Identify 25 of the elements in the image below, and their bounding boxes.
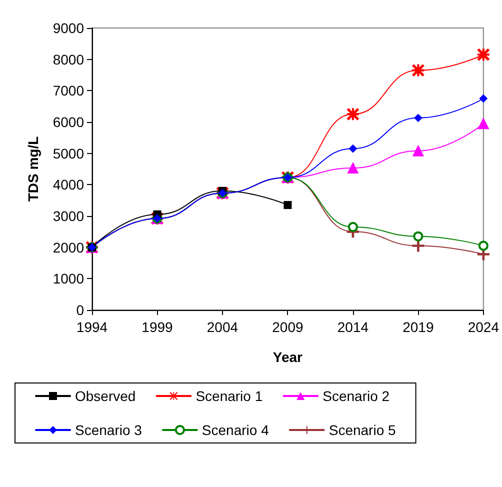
x-axis-title: Year (272, 349, 304, 365)
x-tick-label: 2019 (402, 319, 434, 335)
y-tick-label: 2000 (52, 239, 84, 256)
y-tick-label: 7000 (52, 82, 84, 99)
y-axis-title: TDS mg/L (25, 136, 41, 202)
y-tick-label: 1000 (52, 270, 84, 287)
y-tick-label: 3000 (52, 208, 84, 224)
y-tick-label: 8000 (52, 51, 84, 68)
y-tick-label: 9000 (52, 20, 84, 36)
legend-label: Scenario 2 (322, 388, 390, 404)
x-tick-label: 1994 (76, 319, 108, 335)
y-tick-label: 0 (76, 302, 84, 318)
x-tick-label: 1999 (142, 319, 174, 335)
x-tick-label: 2009 (272, 319, 304, 335)
legend-label: Scenario 4 (202, 422, 270, 438)
y-tick-label: 4000 (52, 176, 84, 193)
legend-label: Scenario 1 (196, 388, 263, 404)
y-tick-label: 5000 (52, 145, 84, 162)
x-tick-label: 2024 (468, 319, 500, 335)
x-tick-label: 2014 (337, 319, 369, 335)
y-tick-label: 6000 (52, 114, 84, 130)
legend-label: Scenario 3 (75, 422, 142, 438)
legend-label: Scenario 5 (328, 422, 396, 438)
legend-label: Observed (75, 388, 136, 404)
x-tick-label: 2004 (206, 319, 238, 335)
